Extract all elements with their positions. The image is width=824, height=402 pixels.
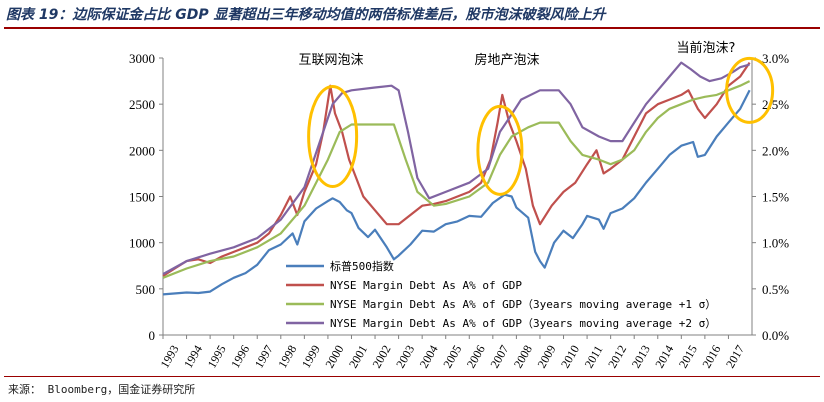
x-tick-label: 1998	[275, 343, 299, 371]
x-tick-label: 2015	[676, 343, 700, 371]
bubble-highlight-3	[725, 56, 775, 124]
right-tick-label: 1.0%	[762, 236, 789, 251]
footer-rule	[4, 376, 820, 377]
x-tick-label: 1995	[205, 343, 229, 371]
x-tick-label: 1996	[228, 343, 252, 371]
x-tick-label: 2007	[487, 343, 511, 371]
left-tick-label: 2500	[129, 97, 155, 112]
right-tick-label: 3.0%	[762, 51, 789, 66]
x-tick-label: 2001	[346, 343, 370, 371]
x-tick-label: 2011	[582, 343, 606, 370]
legend-label-1: 标普500指数	[330, 259, 394, 273]
legend-label-3: NYSE Margin Debt As A% of GDP（3years mov…	[330, 298, 716, 311]
left-tick-label: 500	[136, 282, 156, 297]
right-tick-label: 2.0%	[762, 143, 789, 158]
annotation-label: 当前泡沫?	[677, 40, 736, 56]
x-tick-label: 2016	[699, 343, 723, 371]
bubble-highlights	[307, 56, 775, 196]
chart-title: 图表 19：边际保证金占比 GDP 显著超出三年移动均值的两倍标准差后，股市泡沫…	[6, 7, 606, 23]
series-line-2	[162, 61, 751, 277]
left-tick-label: 1000	[129, 236, 155, 251]
x-tick-label: 1997	[252, 343, 276, 371]
right-tick-label: 0.0%	[762, 328, 789, 343]
left-tick-label: 2000	[129, 143, 155, 158]
right-tick-label: 0.5%	[762, 282, 789, 297]
series-line-3	[162, 80, 751, 279]
legend-label-4: NYSE Margin Debt As A% of GDP（3years mov…	[330, 317, 716, 330]
x-tick-label: 2002	[370, 343, 394, 371]
x-tick-label: 2008	[511, 343, 535, 371]
x-tick-label: 2012	[605, 343, 629, 371]
axes	[159, 57, 756, 339]
legend: 标普500指数 NYSE Margin Debt As A% of GDP NYSE…	[286, 259, 716, 330]
x-tick-label: 1993	[157, 343, 181, 371]
series-line-4	[162, 61, 750, 276]
x-tick-label: 2005	[440, 343, 464, 371]
left-tick-label: 3000	[129, 51, 155, 66]
x-tick-label: 2004	[417, 343, 441, 371]
source-note: 来源： Bloomberg，国金证券研究所	[8, 383, 196, 396]
series-line-1	[162, 89, 751, 296]
x-tick-label: 2014	[652, 343, 676, 371]
x-tick-label: 2013	[629, 343, 653, 371]
legend-label-2: NYSE Margin Debt As A% of GDP	[330, 279, 522, 292]
x-tick-label: 1994	[181, 343, 205, 371]
annotations: 互联网泡沫 房地产泡沫 当前泡沫?	[298, 40, 735, 68]
x-tick-label: 2009	[534, 343, 558, 371]
series-lines	[162, 61, 751, 296]
right-tick-label: 2.5%	[762, 97, 789, 112]
x-tick-label: 2017	[723, 343, 747, 371]
title-rule	[4, 27, 820, 29]
left-tick-label: 0	[149, 328, 156, 343]
x-tick-label: 2003	[393, 343, 417, 371]
annotation-label: 房地产泡沫	[474, 52, 539, 68]
annotation-label: 互联网泡沫	[298, 53, 363, 68]
x-tick-label: 1999	[299, 343, 323, 371]
x-tick-label: 2000	[322, 343, 346, 371]
bubble-highlight-1	[307, 84, 359, 188]
bubble-highlight-2	[476, 104, 524, 196]
left-tick-label: 1500	[129, 190, 155, 205]
x-tick-label: 2006	[464, 343, 488, 371]
x-tick-label: 2010	[558, 343, 582, 371]
right-tick-label: 1.5%	[762, 190, 789, 205]
